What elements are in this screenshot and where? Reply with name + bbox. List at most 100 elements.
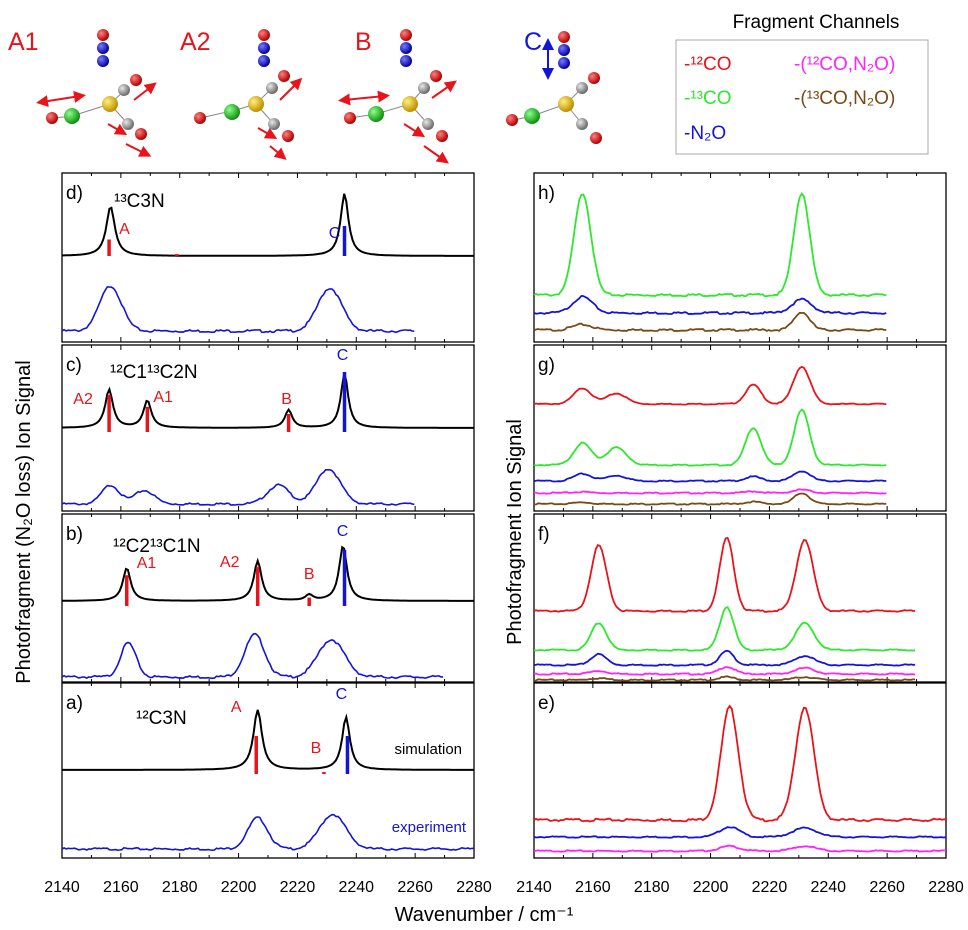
x-tick-label: 2140 xyxy=(516,879,552,896)
panel-a: 2140 2160 2180 2200 2220 2240 2260 2280 a) A B C ¹²C… xyxy=(44,682,492,896)
n2o-molecule xyxy=(400,29,412,67)
stick-label: A xyxy=(119,221,130,238)
displacement-arrows xyxy=(338,80,457,164)
mode-label: B xyxy=(355,28,372,56)
series-line xyxy=(533,675,916,682)
panel-label: b) xyxy=(66,524,83,545)
panel-frame xyxy=(533,172,947,343)
panels: 2140 2160 2180 2200 2220 2240 2260 2280 a) A B C ¹²C… xyxy=(44,172,964,896)
series-line xyxy=(533,826,947,839)
panel-f: f) xyxy=(533,513,947,683)
panel-e: 2140 2160 2180 2200 2220 2240 2260 2280 e) xyxy=(516,682,964,896)
n2o-molecule xyxy=(97,29,109,67)
molecule-structures: A1 xyxy=(8,28,602,164)
panel-label: g) xyxy=(538,355,555,376)
stick-label: B xyxy=(304,566,315,583)
left-y-axis-title: Photofragment (N₂O loss) Ion Signal xyxy=(13,360,35,683)
x-tick-label: 2160 xyxy=(103,879,139,896)
x-tick-label: 2200 xyxy=(693,879,729,896)
panel-label: c) xyxy=(66,355,82,376)
x-tick-label: 2160 xyxy=(575,879,611,896)
stick-label: B xyxy=(311,740,322,757)
series-line xyxy=(533,649,916,667)
x-tick-label: 2280 xyxy=(928,879,964,896)
series-line xyxy=(534,488,887,495)
x-tick-label: 2240 xyxy=(338,879,374,896)
panel-label: h) xyxy=(538,183,555,204)
legend: Fragment Channels -¹²CO -(¹²CO,N₂O) -¹³C… xyxy=(675,12,929,155)
experiment-line xyxy=(61,286,415,334)
n2o-molecule xyxy=(558,31,570,69)
panel-h: h) xyxy=(533,172,947,343)
x-tick-label: 2260 xyxy=(397,879,433,896)
legend-title: Fragment Channels xyxy=(733,12,900,33)
legend-entry: -(¹³CO,N₂O) xyxy=(794,88,895,109)
experiment-line xyxy=(61,813,475,852)
x-tick-label: 2140 xyxy=(44,879,80,896)
stick-label: C xyxy=(337,523,349,540)
x-tick-label: 2220 xyxy=(752,879,788,896)
x-tick-label: 2220 xyxy=(280,879,316,896)
mode-label: A2 xyxy=(180,28,211,56)
panel-c: c) A2 A1 B C ¹²C1¹³C2N xyxy=(61,344,475,512)
n2o-molecule xyxy=(258,29,270,67)
displacement-arrows xyxy=(257,77,303,160)
panel-label: a) xyxy=(66,693,83,714)
isotopologue-label: ¹²C2¹³C1N xyxy=(113,536,201,557)
mode-label: A1 xyxy=(8,28,39,56)
isotopologue-label: ¹²C1¹³C2N xyxy=(110,362,198,383)
displacement-arrows xyxy=(36,82,157,157)
mode-label: C xyxy=(524,28,542,56)
metal-complex xyxy=(46,74,147,140)
panel-d: d) A C ¹³C3N xyxy=(61,172,475,343)
x-tick-label: 2200 xyxy=(221,879,257,896)
isotopologue-label: ¹²C3N xyxy=(136,708,187,729)
isotopologue-label: ¹³C3N xyxy=(114,191,165,212)
series-line xyxy=(533,408,887,467)
simulation-line xyxy=(62,193,474,257)
panel-label: d) xyxy=(66,183,83,204)
stick-label: A xyxy=(231,699,242,716)
stick-label: A2 xyxy=(73,391,93,408)
legend-entry: -¹²CO xyxy=(684,54,731,75)
stick-label: A1 xyxy=(153,389,173,406)
panel-b: b) A1 A2 B C ¹²C2¹³C1N xyxy=(61,513,475,683)
simulation-annotation: simulation xyxy=(394,741,462,758)
panel-frame xyxy=(533,682,947,859)
series-line xyxy=(533,492,887,506)
series-line xyxy=(533,666,916,676)
series-line xyxy=(533,704,947,823)
legend-entry: -¹³CO xyxy=(684,88,731,109)
right-y-axis-title: Photofragment Ion Signal xyxy=(504,419,526,645)
panel-label: e) xyxy=(538,693,555,714)
series-line xyxy=(533,192,887,298)
series-line xyxy=(533,470,887,483)
metal-complex xyxy=(344,70,448,142)
stick-label: C xyxy=(336,686,348,703)
stick-label: A1 xyxy=(137,555,157,572)
legend-entry: -N₂O xyxy=(684,123,726,144)
panel-label: f) xyxy=(538,524,550,545)
simulation-line xyxy=(62,545,474,602)
x-tick-label: 2240 xyxy=(810,879,846,896)
x-tick-label: 2180 xyxy=(162,879,198,896)
stick-label: B xyxy=(281,391,292,408)
mode-b-structure: B xyxy=(338,28,457,164)
stick-label: A2 xyxy=(220,554,240,571)
x-tick-label: 2280 xyxy=(456,879,492,896)
series-line xyxy=(533,536,916,613)
legend-frame xyxy=(675,39,929,155)
panel-g: g) xyxy=(533,344,947,512)
series-line xyxy=(533,365,887,406)
series-line xyxy=(533,311,887,332)
x-tick-label: 2180 xyxy=(634,879,670,896)
simulation-line xyxy=(62,373,474,429)
simulation-line xyxy=(62,709,474,771)
stick-label: C xyxy=(329,225,341,242)
experiment-line xyxy=(61,469,415,506)
metal-complex xyxy=(506,72,602,144)
panel-frame xyxy=(533,344,947,512)
mode-c-structure: C xyxy=(506,28,602,144)
mode-a2-structure: A2 xyxy=(180,28,303,160)
